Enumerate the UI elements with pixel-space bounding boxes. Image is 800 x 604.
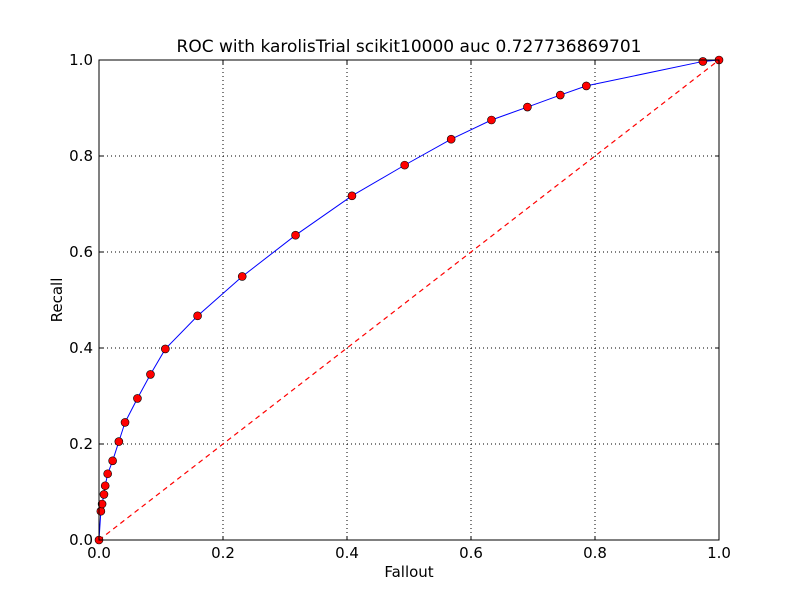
y-tick-label: 0.0: [69, 531, 93, 549]
roc-point: [698, 57, 708, 66]
roc-point: [161, 344, 170, 354]
axes-frame: [98, 59, 720, 541]
roc-point: [114, 437, 124, 446]
diagonal-series: [98, 59, 720, 541]
roc-point: [347, 191, 357, 201]
y-tick-label: 1.0: [69, 51, 93, 69]
axis-ticks: 0.0 0.2 0.4 0.6 0.8 1.0 0.0 0.2 0.4 0.6 0.8 1.0: [69, 51, 731, 562]
roc-point: [446, 134, 456, 144]
grid-lines: [99, 60, 719, 540]
roc-point: [133, 394, 142, 403]
chance-line: [98, 59, 720, 541]
x-tick-label: 0.4: [335, 544, 359, 562]
roc-point: [103, 469, 112, 479]
roc-point: [555, 90, 565, 100]
x-tick-label: 1.0: [707, 544, 731, 562]
roc-point: [120, 418, 130, 427]
roc-point: [97, 499, 107, 509]
roc-point: [108, 456, 117, 466]
y-tick-label: 0.4: [69, 339, 93, 357]
roc-point: [193, 311, 202, 321]
y-tick-label: 0.2: [69, 435, 93, 453]
x-tick-label: 0.6: [459, 544, 483, 562]
roc-point: [487, 115, 496, 125]
roc-markers: [94, 55, 724, 545]
x-tick-label: 0.0: [87, 544, 111, 562]
x-tick-label: 0.2: [211, 544, 235, 562]
roc-point: [96, 506, 106, 516]
roc-point: [100, 481, 110, 491]
y-tick-label: 0.8: [69, 147, 93, 165]
x-tick-label: 0.8: [583, 544, 607, 562]
roc-point: [237, 272, 247, 281]
roc-point: [523, 102, 532, 112]
x-axis-label: Fallout: [384, 563, 433, 581]
roc-point: [146, 370, 155, 379]
roc-point: [582, 81, 591, 91]
roc-point: [99, 490, 109, 499]
roc-point: [400, 160, 409, 170]
y-axis-label: Recall: [48, 278, 66, 323]
y-tick-label: 0.6: [69, 243, 93, 261]
roc-point: [291, 230, 300, 240]
chart-title: ROC with karolisTrial scikit10000 auc 0.…: [177, 37, 642, 57]
